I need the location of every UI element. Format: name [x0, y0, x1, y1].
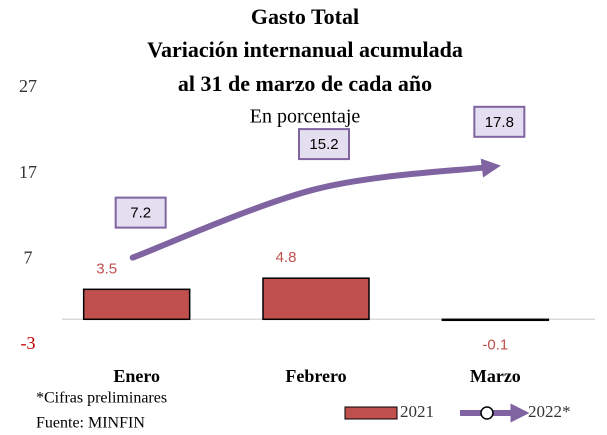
data-label: 15.2	[309, 136, 338, 153]
chart-subtitle: Variación internanual acumulada	[147, 37, 463, 62]
data-label: 4.8	[276, 249, 297, 266]
data-label: 3.5	[96, 260, 117, 277]
legend-label: 2021	[400, 402, 434, 421]
x-tick-label: Marzo	[470, 366, 521, 386]
bar	[82, 288, 191, 321]
data-label: -0.1	[482, 336, 508, 353]
note: *Cifras preliminares	[36, 390, 167, 407]
note: Fuente: MINFIN	[36, 415, 145, 432]
label-box	[114, 196, 167, 229]
line	[129, 158, 501, 261]
legend-swatch	[480, 406, 494, 420]
data-label: 7.2	[130, 205, 151, 222]
legend-label: 2022*	[528, 402, 571, 421]
x-tick-label: Febrero	[285, 366, 346, 386]
chart-subtitle: En porcentaje	[250, 106, 361, 128]
data-label: 17.8	[485, 114, 514, 131]
y-tick-label: 17	[19, 162, 37, 182]
bar	[441, 318, 550, 322]
legend-swatch	[344, 406, 398, 420]
y-tick-label: 27	[19, 76, 37, 96]
label-box	[473, 105, 526, 138]
y-tick-label: -3	[21, 333, 36, 353]
x-tick-label: Enero	[113, 366, 160, 386]
bar	[262, 277, 370, 321]
label-box	[298, 128, 350, 161]
chart-subtitle: al 31 de marzo de cada año	[178, 71, 432, 96]
chart-title: Gasto Total	[251, 4, 359, 29]
y-tick-label: 7	[24, 247, 33, 267]
